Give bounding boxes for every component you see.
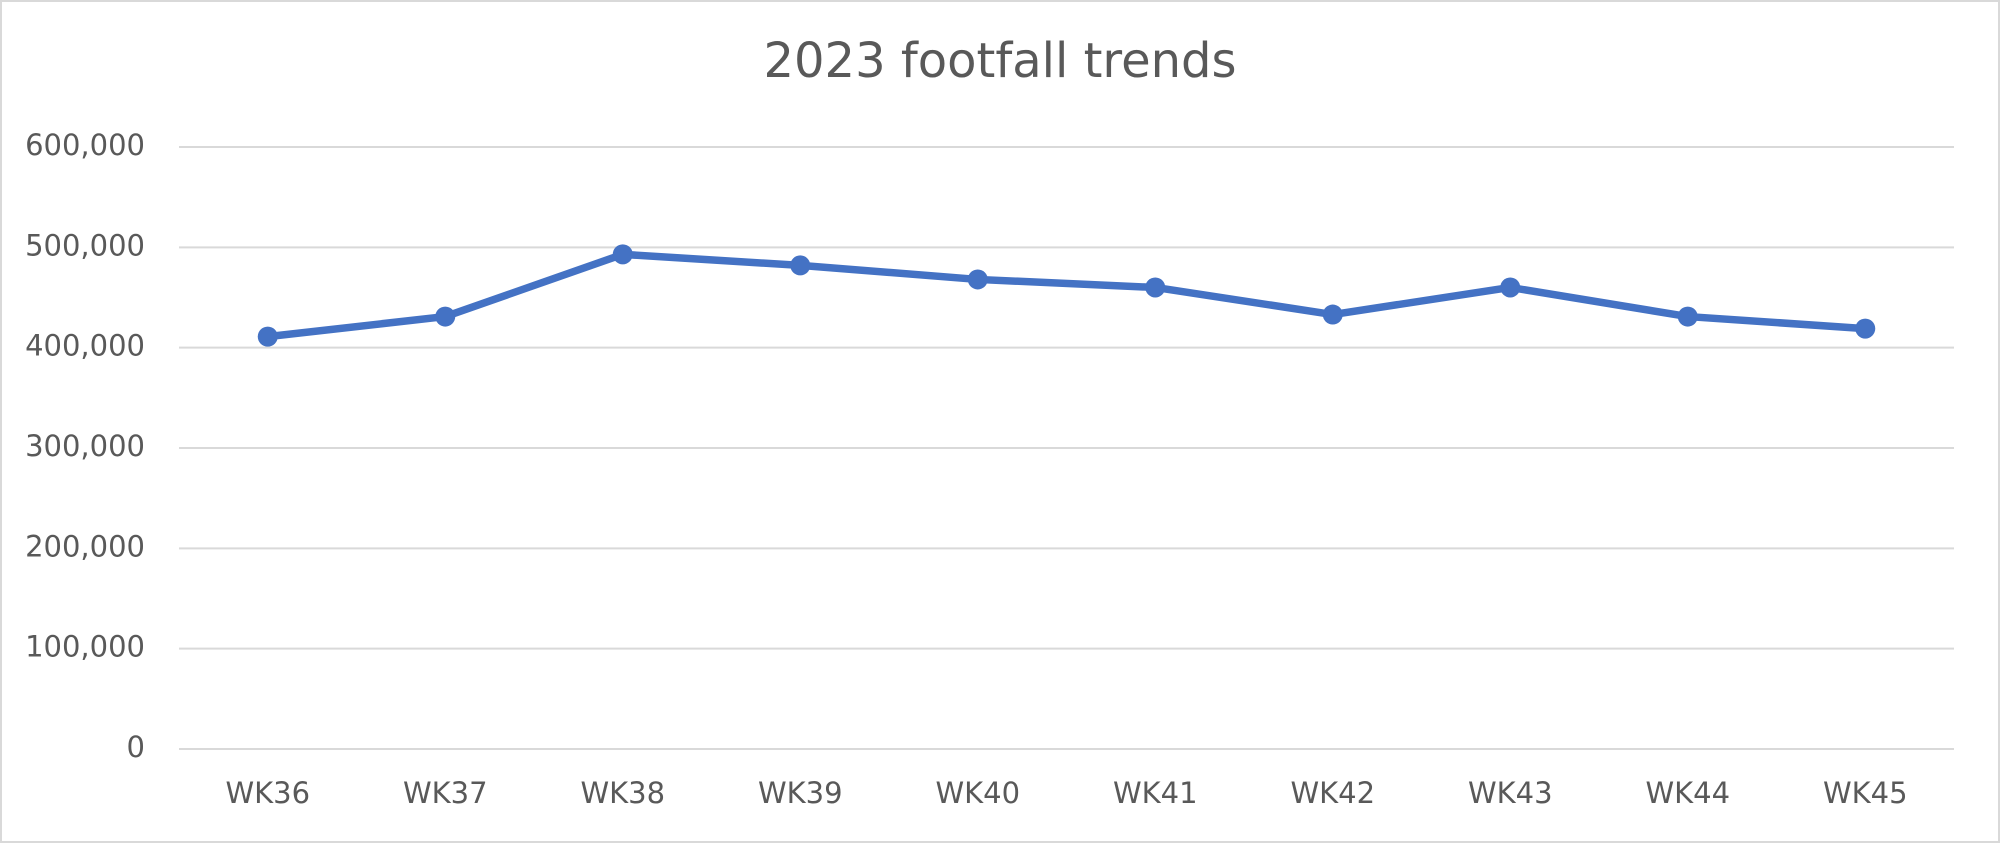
data-point <box>790 255 811 276</box>
x-tick-label: WK40 <box>935 776 1020 810</box>
y-tick-label: 300,000 <box>25 429 145 463</box>
data-point <box>1322 304 1343 325</box>
x-tick-label: WK44 <box>1645 776 1730 810</box>
data-point <box>257 326 278 347</box>
data-point <box>435 306 456 327</box>
x-tick-label: WK42 <box>1290 776 1375 810</box>
x-tick-label: WK37 <box>403 776 488 810</box>
data-point <box>1145 277 1166 298</box>
x-tick-label: WK36 <box>225 776 310 810</box>
x-tick-label: WK45 <box>1823 776 1908 810</box>
y-tick-label: 200,000 <box>25 529 145 563</box>
chart-title: 2023 footfall trends <box>763 33 1236 89</box>
x-tick-label: WK39 <box>758 776 843 810</box>
x-tick-label: WK43 <box>1468 776 1553 810</box>
y-tick-label: 0 <box>127 730 145 764</box>
x-tick-label: WK41 <box>1113 776 1198 810</box>
data-point <box>1500 277 1521 298</box>
series-line <box>264 250 1869 341</box>
data-point <box>1855 318 1876 339</box>
y-tick-label: 600,000 <box>25 128 145 162</box>
data-point <box>967 269 988 290</box>
data-point <box>612 244 633 265</box>
y-tick-label: 500,000 <box>25 228 145 262</box>
y-tick-label: 400,000 <box>25 329 145 363</box>
y-tick-label: 100,000 <box>25 630 145 664</box>
data-point <box>1677 306 1698 327</box>
x-tick-label: WK38 <box>580 776 665 810</box>
